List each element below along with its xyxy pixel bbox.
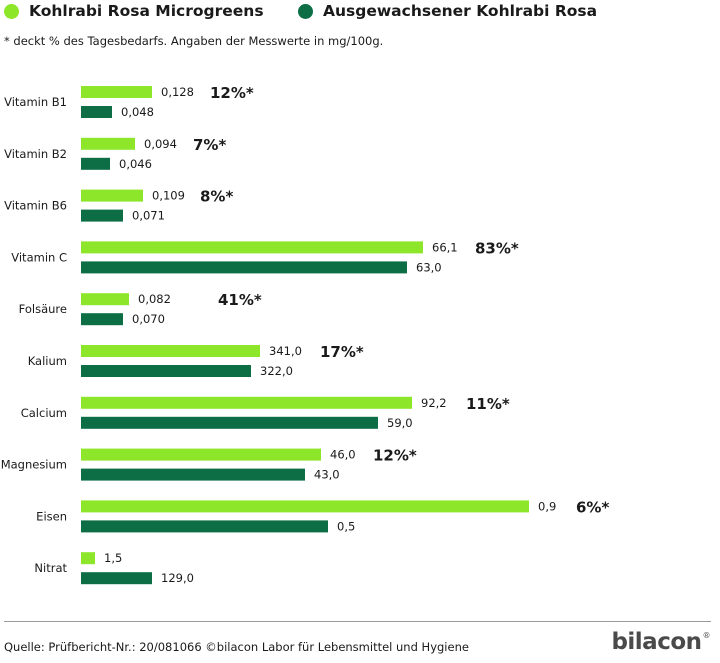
bar-adult-eisen — [81, 520, 328, 533]
percent-label-calcium: 11%* — [466, 395, 510, 413]
bar-microgreens-magnesium — [81, 448, 321, 461]
bar-microgreens-calcium — [81, 396, 412, 409]
legend: Kohlrabi Rosa Microgreens Ausgewachsener… — [0, 0, 720, 22]
category-label-vitamin-b2: Vitamin B2 — [4, 147, 67, 161]
legend-item-adult: Ausgewachsener Kohlrabi Rosa — [298, 0, 597, 22]
percent-label-vitamin-b2: 7%* — [193, 136, 226, 154]
legend-swatch-adult — [298, 3, 313, 19]
bar-chart: Vitamin B1 0,128 0,048 12%* Vitamin B2 0,094 0… — [1, 84, 610, 585]
value-label-adult-nitrat: 129,0 — [161, 571, 194, 585]
percent-label-vitamin-c: 83%* — [475, 239, 519, 257]
value-label-adult-vitamin-c: 63,0 — [416, 260, 442, 274]
brand-logo: bilacon® — [611, 629, 710, 655]
value-label-adult-magnesium: 43,0 — [314, 468, 340, 482]
legend-label-adult: Ausgewachsener Kohlrabi Rosa — [323, 2, 598, 20]
category-label-calcium: Calcium — [21, 406, 67, 420]
value-label-adult-vitamin-b6: 0,071 — [132, 209, 165, 223]
percent-label-kalium: 17%* — [320, 343, 364, 361]
value-label-microgreens-magnesium: 46,0 — [330, 448, 356, 462]
bar-microgreens-vitamin-b6 — [81, 189, 143, 202]
value-label-microgreens-vitamin-b2: 0,094 — [144, 137, 177, 151]
percent-label-vitamin-b6: 8%* — [200, 188, 233, 206]
value-label-adult-calcium: 59,0 — [387, 416, 413, 430]
value-label-adult-vitamin-b2: 0,046 — [119, 157, 152, 171]
category-label-kalium: Kalium — [28, 354, 67, 368]
value-label-adult-eisen: 0,5 — [337, 519, 355, 533]
legend-swatch-microgreens — [4, 3, 19, 19]
category-label-magnesium: Magnesium — [1, 458, 67, 472]
bar-adult-magnesium — [81, 468, 305, 481]
bar-microgreens-vitamin-b2 — [81, 137, 135, 150]
value-label-microgreens-vitamin-b1: 0,128 — [161, 85, 194, 99]
category-label-vitamin-c: Vitamin C — [11, 250, 67, 264]
value-label-adult-kalium: 322,0 — [260, 364, 293, 378]
category-label-vitamin-b6: Vitamin B6 — [4, 199, 67, 213]
value-label-microgreens-vitamin-c: 66,1 — [432, 240, 458, 254]
bar-microgreens-eisen — [81, 500, 529, 513]
source-text: Quelle: Prüfbericht-Nr.: 20/081066 ©bila… — [4, 640, 469, 654]
bar-adult-vitamin-b2 — [81, 157, 110, 170]
bar-microgreens-vitamin-b1 — [81, 86, 152, 98]
percent-label-magnesium: 12%* — [373, 447, 417, 465]
value-label-microgreens-nitrat: 1,5 — [104, 551, 122, 565]
percent-label-vitamin-b1: 12%* — [210, 84, 254, 102]
bar-adult-vitamin-b6 — [81, 209, 123, 222]
legend-label-microgreens: Kohlrabi Rosa Microgreens — [29, 2, 264, 20]
percent-label-eisen: 6%* — [576, 498, 609, 516]
category-label-eisen: Eisen — [36, 509, 67, 523]
category-label-nitrat: Nitrat — [34, 561, 67, 575]
brand-name: bilacon — [611, 629, 702, 655]
value-label-adult-folsaeure: 0,070 — [132, 312, 165, 326]
footer-divider — [4, 621, 711, 622]
percent-label-folsaeure: 41%* — [218, 291, 262, 309]
bar-microgreens-kalium — [81, 345, 260, 357]
chart-note: * deckt % des Tagesbedarfs. Angaben der … — [4, 34, 384, 48]
legend-item-microgreens: Kohlrabi Rosa Microgreens — [4, 0, 264, 22]
bar-adult-nitrat — [81, 572, 152, 585]
value-label-microgreens-calcium: 92,2 — [421, 396, 447, 410]
bar-adult-vitamin-b1 — [81, 106, 112, 118]
bar-microgreens-folsaeure — [81, 293, 129, 306]
value-label-microgreens-vitamin-b6: 0,109 — [152, 189, 185, 203]
bar-microgreens-vitamin-c — [81, 241, 423, 254]
value-label-microgreens-kalium: 341,0 — [269, 344, 302, 358]
bar-microgreens-nitrat — [81, 552, 95, 565]
category-label-folsaeure: Folsäure — [19, 302, 67, 316]
bar-adult-folsaeure — [81, 313, 123, 326]
bar-adult-kalium — [81, 365, 251, 377]
category-label-vitamin-b1: Vitamin B1 — [4, 95, 67, 109]
bar-adult-vitamin-c — [81, 261, 407, 274]
value-label-microgreens-eisen: 0,9 — [538, 499, 556, 513]
value-label-microgreens-folsaeure: 0,082 — [138, 292, 171, 306]
brand-registered-mark: ® — [702, 631, 711, 640]
value-label-adult-vitamin-b1: 0,048 — [121, 105, 154, 119]
bar-adult-calcium — [81, 416, 378, 429]
